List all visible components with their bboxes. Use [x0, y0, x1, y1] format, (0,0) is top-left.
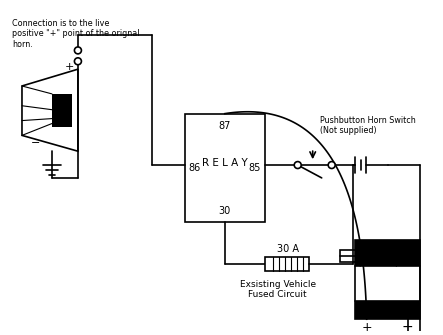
Text: 87: 87 [218, 121, 231, 131]
Text: −: − [402, 320, 413, 334]
Bar [340, 250, 355, 262]
Bar [185, 114, 265, 222]
Text: +: + [361, 321, 372, 334]
Bar [265, 257, 309, 271]
Text: 30 A: 30 A [277, 244, 299, 254]
Text: 85: 85 [249, 163, 261, 173]
Text: +: + [65, 62, 74, 72]
Text: 30: 30 [219, 205, 231, 215]
Polygon shape [22, 69, 78, 151]
Text: R E L A Y: R E L A Y [202, 158, 248, 168]
Bar [355, 302, 420, 319]
Text: (12 VDC): (12 VDC) [358, 259, 398, 268]
Bar [355, 240, 420, 266]
Text: −: − [31, 138, 41, 148]
Circle shape [294, 161, 301, 169]
Circle shape [74, 47, 82, 54]
Bar [355, 240, 420, 319]
Text: Connection is to the live
positive "+" point of the orignal
horn.: Connection is to the live positive "+" p… [12, 19, 140, 49]
Text: Exsisting Vehicle
Fused Circuit: Exsisting Vehicle Fused Circuit [240, 280, 316, 299]
Circle shape [74, 58, 82, 65]
Circle shape [328, 161, 335, 169]
Text: Pushbutton Horn Switch
(Not supplied): Pushbutton Horn Switch (Not supplied) [320, 116, 416, 135]
Text: 86: 86 [189, 163, 201, 173]
Bar [52, 94, 72, 127]
